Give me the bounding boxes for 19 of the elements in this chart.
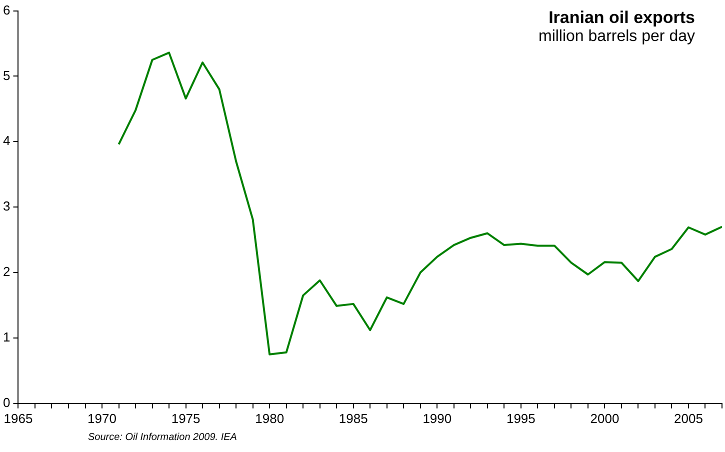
x-tick-label: 2000 bbox=[590, 410, 620, 426]
y-tick-label: 4 bbox=[2, 133, 10, 148]
x-tick-label: 1975 bbox=[171, 410, 200, 426]
x-tick-label: 2005 bbox=[674, 410, 703, 426]
x-tick-label: 1990 bbox=[422, 410, 452, 426]
y-tick-label: 5 bbox=[2, 68, 10, 83]
y-tick-label: 1 bbox=[2, 330, 10, 345]
x-tick-label: 1985 bbox=[338, 410, 368, 426]
source-note: Source: Oil Information 2009. IEA bbox=[88, 432, 237, 443]
y-tick-label: 0 bbox=[2, 394, 10, 410]
y-tick-label: 2 bbox=[2, 264, 10, 280]
text: million barrels per day bbox=[538, 28, 695, 46]
x-tick-label: 1995 bbox=[506, 410, 536, 426]
y-tick-label: 6 bbox=[2, 2, 10, 18]
x-tick-label: 1970 bbox=[88, 410, 116, 426]
chart-title: Iranian oil exports bbox=[548, 8, 695, 28]
x-tick-label: 1980 bbox=[255, 410, 284, 426]
x-tick-label: 1965 bbox=[4, 410, 33, 426]
y-tick-label: 3 bbox=[2, 198, 10, 214]
